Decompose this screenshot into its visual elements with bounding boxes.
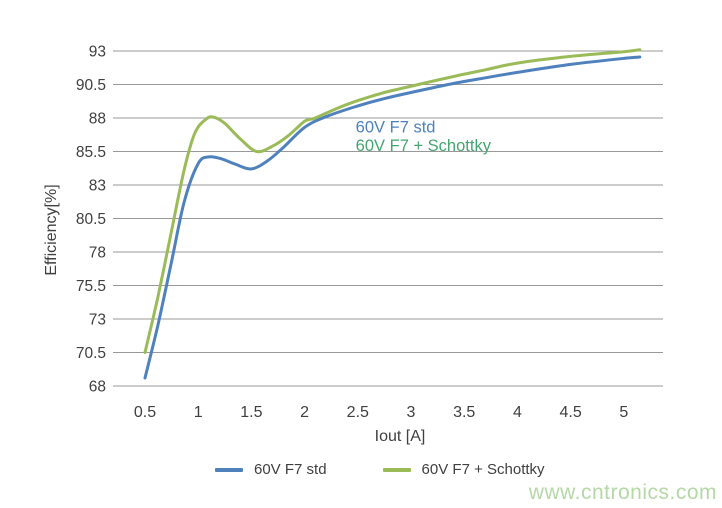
y-tick-label: 90.5: [76, 77, 106, 94]
x-tick-label: 3.5: [453, 404, 475, 421]
x-tick-label: 5: [619, 404, 628, 421]
series-line-1: [143, 48, 642, 354]
series-line-0: [143, 55, 642, 380]
x-tick-label: 3: [407, 404, 416, 421]
legend: 60V F7 std 60V F7 + Schottky: [215, 461, 545, 478]
x-tick-label: 0.5: [134, 404, 156, 421]
legend-label: 60V F7 std: [254, 461, 327, 478]
x-tick-label: 1.5: [240, 404, 262, 421]
y-tick-label: 80.5: [76, 211, 106, 228]
x-tick-label: 2.5: [347, 404, 369, 421]
y-axis-title: Efficiency[%]: [43, 184, 60, 276]
legend-marker-icon: [382, 467, 411, 472]
y-tick-label: 88: [89, 111, 106, 128]
y-tick-label: 68: [89, 379, 106, 396]
series-annotation: 60V F7 std: [356, 119, 436, 137]
series-annotation: 60V F7 + Schottky: [356, 137, 492, 155]
x-axis-title: Iout [A]: [374, 428, 426, 445]
watermark: www.cntronics.com: [528, 481, 717, 504]
y-tick-label: 78: [89, 245, 106, 262]
legend-item: 60V F7 std: [215, 461, 327, 478]
x-tick-label: 2: [300, 404, 309, 421]
y-tick-label: 93: [89, 44, 106, 61]
y-tick-label: 85.5: [76, 144, 106, 161]
y-tick-label: 70.5: [76, 345, 106, 362]
y-tick-label: 83: [89, 178, 106, 195]
legend-item: 60V F7 + Schottky: [382, 461, 545, 478]
legend-marker-icon: [215, 467, 243, 472]
x-tick-label: 1: [194, 404, 203, 421]
y-tick-label: 73: [89, 312, 106, 329]
legend-label: 60V F7 + Schottky: [421, 461, 545, 478]
y-tick-label: 75.5: [76, 278, 106, 295]
x-tick-label: 4.5: [559, 404, 581, 421]
x-tick-label: 4: [513, 404, 522, 421]
